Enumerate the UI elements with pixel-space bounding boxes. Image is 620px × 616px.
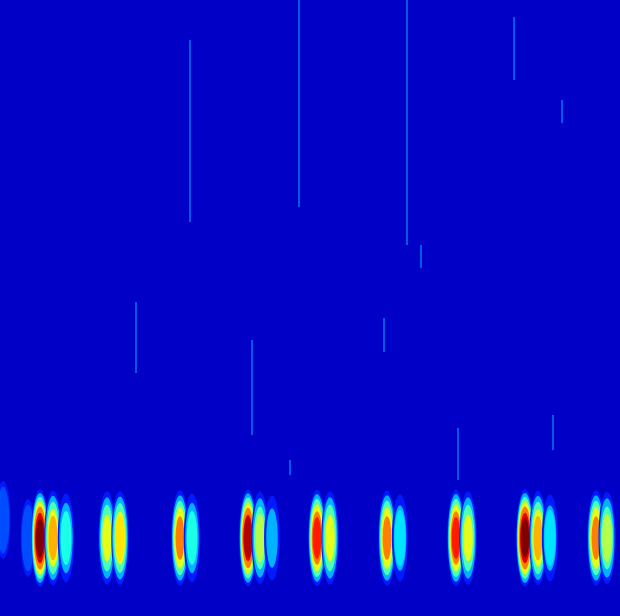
spot-contour (598, 492, 615, 585)
spot-contour (111, 491, 128, 585)
spot (321, 491, 338, 584)
streak (135, 302, 136, 373)
spot-contour (459, 491, 476, 584)
spot-contour (115, 515, 124, 561)
spot (58, 494, 74, 583)
spot-contour (0, 487, 9, 554)
spot-contour (452, 517, 461, 559)
spot-contour (521, 518, 529, 557)
spot-contour (244, 518, 252, 558)
spot (264, 496, 280, 581)
spot-contour (533, 516, 542, 561)
spot-contour (185, 503, 198, 573)
spot (542, 494, 558, 581)
spot-contour (520, 513, 530, 564)
plot-background (0, 0, 620, 616)
spot-contour (61, 511, 72, 565)
spot-contour (112, 496, 128, 579)
streak (298, 0, 299, 207)
spot-contour (394, 505, 407, 571)
spot-contour (542, 494, 558, 581)
spot (0, 481, 10, 559)
streak (457, 428, 458, 480)
spot (459, 491, 476, 584)
heatmap (0, 0, 620, 616)
spot-contour (312, 511, 323, 565)
spot-contour (322, 497, 337, 578)
spot-contour (35, 513, 45, 564)
spot-contour (321, 491, 338, 584)
spot-contour (0, 481, 10, 559)
spot-contour (255, 514, 265, 563)
spot-contour (313, 517, 322, 559)
spot-contour (544, 505, 557, 571)
spot-contour (176, 516, 185, 560)
spot-contour (602, 514, 612, 563)
streak (289, 460, 290, 475)
spot-contour (59, 503, 72, 573)
streak (420, 245, 421, 268)
spot (392, 494, 408, 581)
spot-contour (187, 511, 198, 565)
spot-contour (324, 505, 337, 572)
spot-contour (36, 518, 44, 557)
spot-contour (102, 514, 112, 561)
streak (513, 17, 514, 80)
spot-contour (600, 498, 615, 577)
spot-contour (462, 505, 475, 572)
spot-contour (325, 514, 335, 561)
spot-contour (48, 516, 57, 561)
streak (552, 415, 553, 450)
spot (598, 492, 615, 585)
plot-area (0, 0, 616, 587)
spot-contour (113, 503, 126, 573)
streak (189, 40, 190, 222)
spot-contour (266, 508, 278, 567)
streak (251, 340, 252, 435)
spot-contour (601, 506, 613, 569)
spot-contour (392, 494, 408, 581)
spot-contour (47, 509, 58, 567)
spot-contour (264, 496, 280, 581)
spot-contour (381, 507, 393, 568)
streak (561, 100, 562, 123)
spot-contour (394, 510, 405, 567)
spot-contour (115, 511, 126, 564)
spot-contour (460, 497, 475, 578)
spot-contour (184, 494, 200, 583)
spot-contour (463, 514, 473, 561)
spot-contour (243, 515, 252, 561)
spot-contour (383, 516, 392, 560)
spot-contour (544, 510, 555, 567)
spot-contour (58, 494, 74, 583)
streak (406, 0, 407, 245)
spot (111, 491, 128, 585)
spot (184, 494, 200, 583)
streak (383, 318, 384, 352)
